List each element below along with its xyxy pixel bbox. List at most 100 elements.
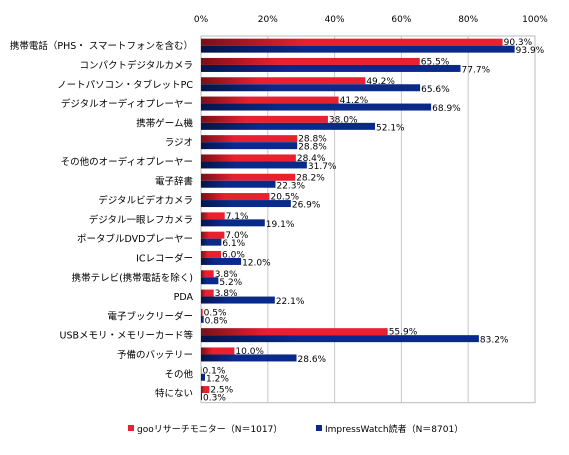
category-label: ラジオ [165,138,193,149]
data-label: 3.8% [215,270,238,280]
category-label: デジタルビデオカメラ [98,195,193,207]
bar [201,373,206,381]
data-label: 7.1% [226,212,249,222]
data-label: 38.0% [329,115,358,125]
x-tick-label: 20% [258,15,278,25]
data-label: 41.2% [340,96,369,106]
bar [201,57,420,65]
bar [201,289,214,297]
bar [201,354,297,362]
data-label: 28.6% [298,355,327,365]
x-tick-label: 40% [325,15,345,25]
bar [201,257,242,265]
data-label: 31.7% [308,162,337,172]
bar [201,212,225,220]
bar [201,335,479,343]
bar [201,219,265,227]
data-label: 5.2% [219,278,242,288]
data-label: 26.9% [292,201,321,211]
bars [201,38,515,401]
category-label: その他のオーディオプレーヤー [61,156,193,168]
data-label: 1.2% [206,374,229,384]
bar [201,173,296,181]
bar [201,238,222,246]
bar [201,122,376,130]
data-label: 90.3% [504,38,533,48]
bar [201,38,503,46]
bar [201,308,203,316]
bar [201,200,291,208]
x-axis-ticks: 0% 20% 40% 60% 80% 100% [194,15,548,25]
data-labels: 90.3%93.9% 65.5% 77.7% 49.2% 65.6% 41.2% 68.9%… [203,38,545,403]
legend: gooリサーチモニター（N＝1017） ImpressWatch読者（N＝8701… [128,423,463,435]
data-label: 0.1% [203,366,226,376]
bar [201,386,210,394]
data-label: 83.2% [480,336,509,346]
bar [201,366,202,374]
category-label: ポータブルDVDプレーヤー [77,233,193,245]
data-label: 0.5% [204,308,227,318]
data-label: 28.8% [298,135,327,145]
category-label: USBメモリ・メモリーカード等 [59,330,193,342]
bar [201,193,270,201]
legend-label: ImpressWatch読者（N＝8701） [325,423,463,435]
bar [201,96,339,104]
category-label: 携帯電話（PHS・ スマートフォンを含む） [10,40,193,52]
data-label: 93.9% [516,46,545,56]
data-label: 22.3% [276,181,305,191]
bar [201,45,515,53]
data-label: 7.0% [225,231,248,241]
data-label: 22.1% [276,297,305,307]
x-tick-label: 80% [458,15,478,25]
data-label: 6.1% [222,239,245,249]
data-label: 20.5% [270,193,299,203]
category-label: ICレコーダー [136,252,193,264]
x-tick-label: 0% [194,15,209,25]
data-label: 10.0% [235,347,264,357]
category-label: PDA [174,292,194,303]
bar [201,277,219,285]
legend-swatch [316,425,322,431]
category-label: ノートパソコン・タブレットPC [57,79,193,91]
category-label: 電子辞書 [155,175,193,187]
category-label: その他 [164,368,193,380]
x-tick-label: 100% [522,15,548,25]
data-label: 2.5% [210,386,233,396]
data-label: 28.8% [298,143,327,153]
data-label: 19.1% [266,220,295,230]
category-label: 電子ブックリーダー [107,310,193,322]
bar [201,296,275,304]
data-label: 65.5% [421,57,450,67]
data-label: 28.2% [296,173,325,183]
bar [201,154,296,162]
bar [201,161,307,169]
bar [201,77,366,85]
legend-swatch [128,425,134,431]
bar [201,84,421,92]
x-tick-label: 60% [391,15,411,25]
data-label: 65.6% [421,85,450,95]
category-label: デジタルオーディオプレーヤー [61,98,193,110]
data-label: 0.8% [205,316,228,326]
data-label: 0.3% [203,394,226,404]
bar [201,270,214,278]
data-label: 3.8% [215,289,238,299]
category-label: デジタル一眼レフカメラ [89,214,193,226]
data-label: 6.0% [222,250,245,260]
bar [201,135,298,143]
category-label: 予備のバッテリー [117,349,193,361]
bar [201,180,276,188]
category-label: 携帯ゲーム機 [136,117,193,129]
data-label: 68.9% [432,104,461,114]
bar [201,347,235,355]
category-labels: 携帯電話（PHS・ スマートフォンを含む） コンパクトデジタルカメラノートパソコン… [10,40,194,399]
bar [201,315,204,323]
category-label: 携帯テレビ(携帯電話を除く) [72,272,193,284]
bar [201,328,388,336]
category-label: 特にない [155,388,193,400]
legend-label: gooリサーチモニター（N＝1017） [137,424,282,435]
data-label: 77.7% [462,65,491,75]
bar [201,103,432,111]
data-label: 52.1% [376,123,405,133]
bar [201,250,222,258]
